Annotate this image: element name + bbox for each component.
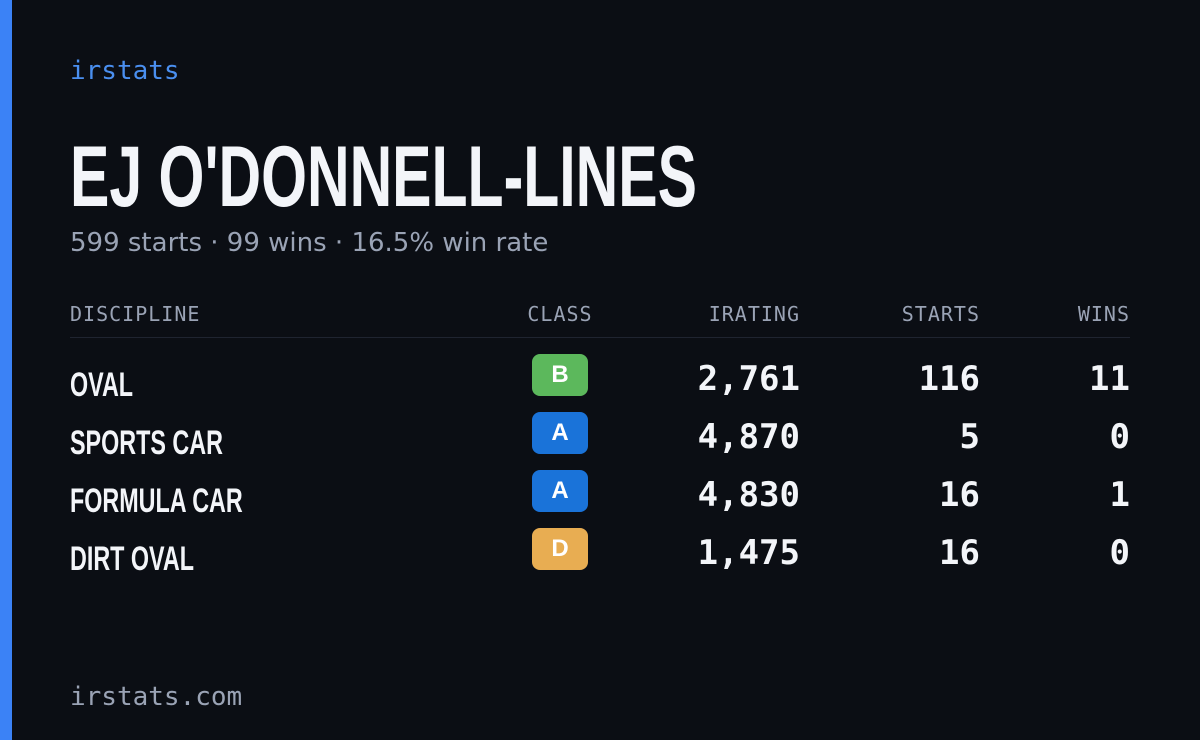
stat-cell: 116 [918, 359, 980, 399]
stat-cell: 2,761 [697, 359, 800, 399]
column-header: WINS [1077, 302, 1130, 326]
stat-cell: 4,830 [697, 475, 800, 515]
class-badge: D [532, 528, 588, 570]
class-badge: A [532, 412, 588, 454]
discipline: FORMULA CAR [70, 482, 243, 520]
stat-cell: 16 [939, 533, 980, 573]
subtitle: 599 starts · 99 wins · 16.5% win rate [70, 228, 549, 258]
stat-cell: 4,870 [697, 417, 800, 457]
stat-cell: 5 [959, 417, 980, 457]
column-header: CLASS [527, 302, 593, 326]
brand: irstats [70, 56, 180, 86]
stat-cell: 1,475 [697, 533, 800, 573]
discipline-cell: OVAL [70, 368, 162, 402]
discipline: SPORTS CAR [70, 424, 223, 462]
stat-cell: 11 [1089, 359, 1130, 399]
class-badge: B [532, 354, 588, 396]
discipline-cell: SPORTS CAR [70, 426, 293, 460]
discipline-cell: FORMULA CAR [70, 484, 322, 518]
column-header: STARTS [901, 302, 980, 326]
footer: irstats.com [70, 682, 243, 712]
discipline-cell: DIRT OVAL [70, 542, 251, 576]
stat-cell: 1 [1109, 475, 1130, 515]
discipline: OVAL [70, 366, 134, 404]
stat-cell: 0 [1109, 533, 1130, 573]
stat-cell: 16 [939, 475, 980, 515]
column-header: IRATING [708, 302, 800, 326]
class-badge: A [532, 470, 588, 512]
column-header: DISCIPLINE [70, 302, 201, 326]
discipline: DIRT OVAL [70, 540, 194, 578]
divider [70, 337, 1130, 338]
title: EJ O'DONNELL-LINES [70, 129, 697, 225]
title-wrap: EJ O'DONNELL-LINES [70, 134, 984, 220]
accent-stripe [0, 0, 12, 740]
stat-cell: 0 [1109, 417, 1130, 457]
